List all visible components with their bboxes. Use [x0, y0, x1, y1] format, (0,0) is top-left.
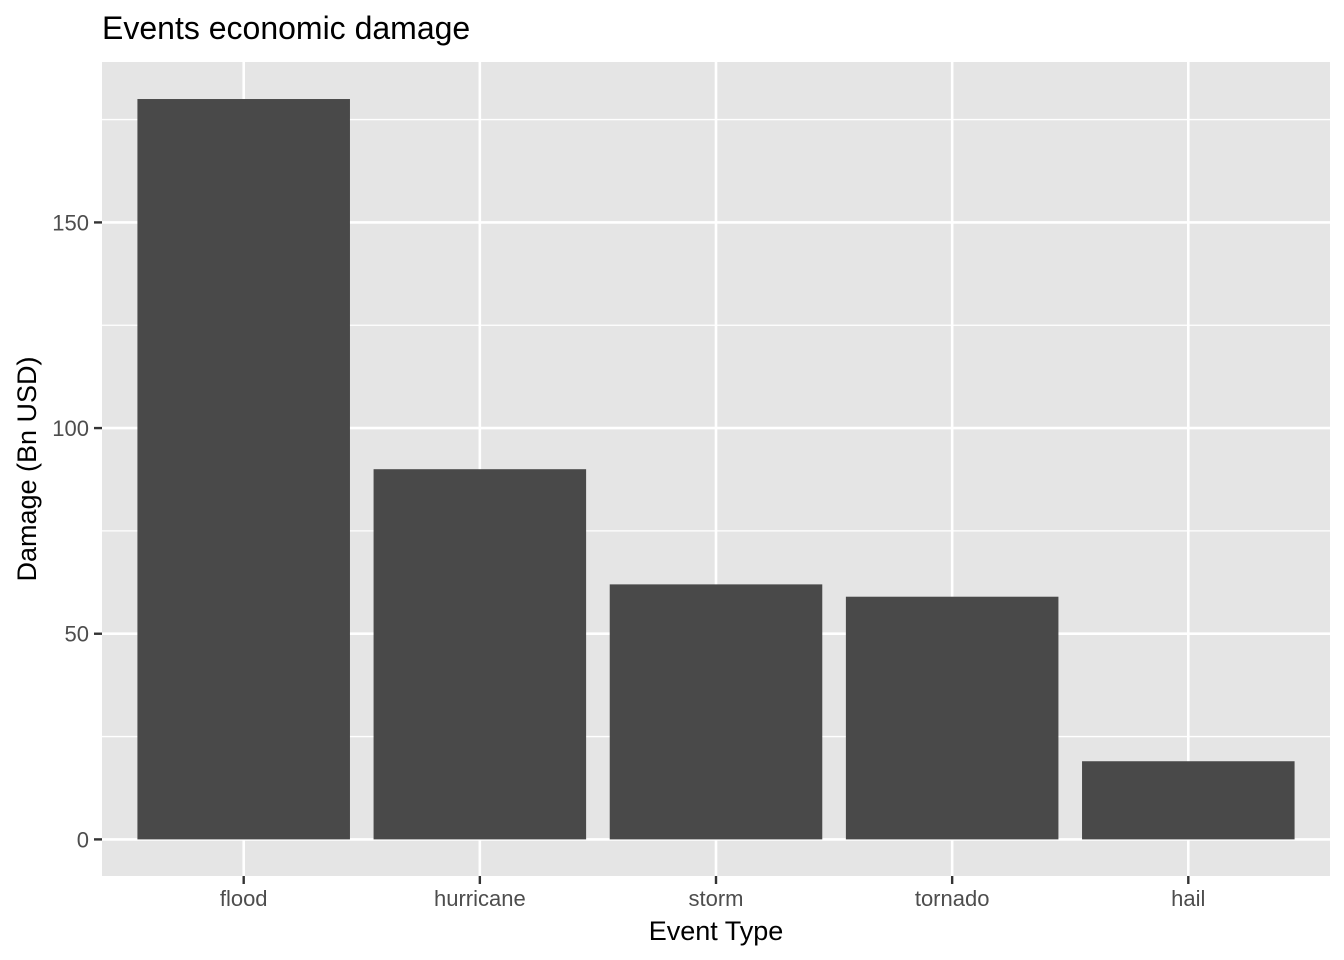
y-tick-label: 150	[52, 210, 89, 235]
y-tick-label: 50	[65, 622, 89, 647]
bar-flood	[137, 99, 350, 840]
y-tick-label: 0	[77, 827, 89, 852]
bar-hurricane	[373, 469, 587, 840]
y-axis-title: Damage (Bn USD)	[12, 356, 42, 581]
bar-tornado	[845, 596, 1059, 840]
bar-hail	[1082, 761, 1295, 840]
bar-storm	[609, 584, 823, 840]
x-tick-label: flood	[220, 886, 268, 911]
y-axis: 0 50 100 150	[52, 210, 102, 852]
x-axis: flood hurricane storm tornado hail	[220, 876, 1205, 911]
bars	[137, 99, 1295, 840]
y-tick-label: 100	[52, 416, 89, 441]
chart-title: Events economic damage	[102, 10, 470, 46]
x-tick-label: hurricane	[434, 886, 526, 911]
x-tick-label: storm	[689, 886, 744, 911]
x-axis-title: Event Type	[649, 916, 784, 946]
x-tick-label: hail	[1171, 886, 1205, 911]
x-tick-label: tornado	[915, 886, 990, 911]
